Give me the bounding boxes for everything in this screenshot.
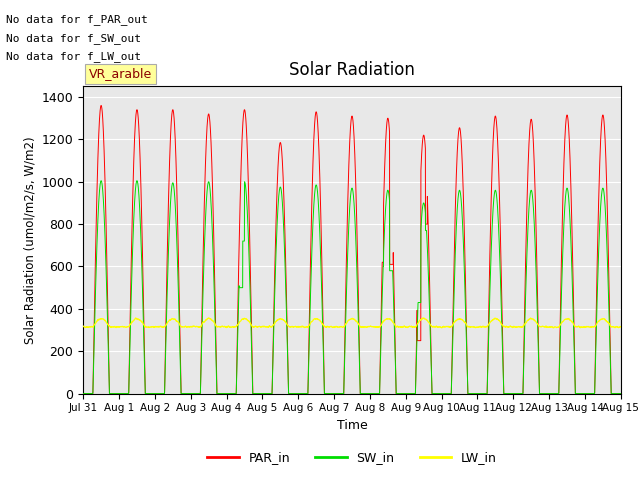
- X-axis label: Time: Time: [337, 419, 367, 432]
- Text: No data for f_PAR_out: No data for f_PAR_out: [6, 14, 148, 25]
- Text: VR_arable: VR_arable: [88, 67, 152, 80]
- Text: No data for f_LW_out: No data for f_LW_out: [6, 51, 141, 62]
- Legend: PAR_in, SW_in, LW_in: PAR_in, SW_in, LW_in: [202, 446, 502, 469]
- Text: No data for f_SW_out: No data for f_SW_out: [6, 33, 141, 44]
- Title: Solar Radiation: Solar Radiation: [289, 61, 415, 79]
- Y-axis label: Solar Radiation (umol/m2/s, W/m2): Solar Radiation (umol/m2/s, W/m2): [23, 136, 36, 344]
